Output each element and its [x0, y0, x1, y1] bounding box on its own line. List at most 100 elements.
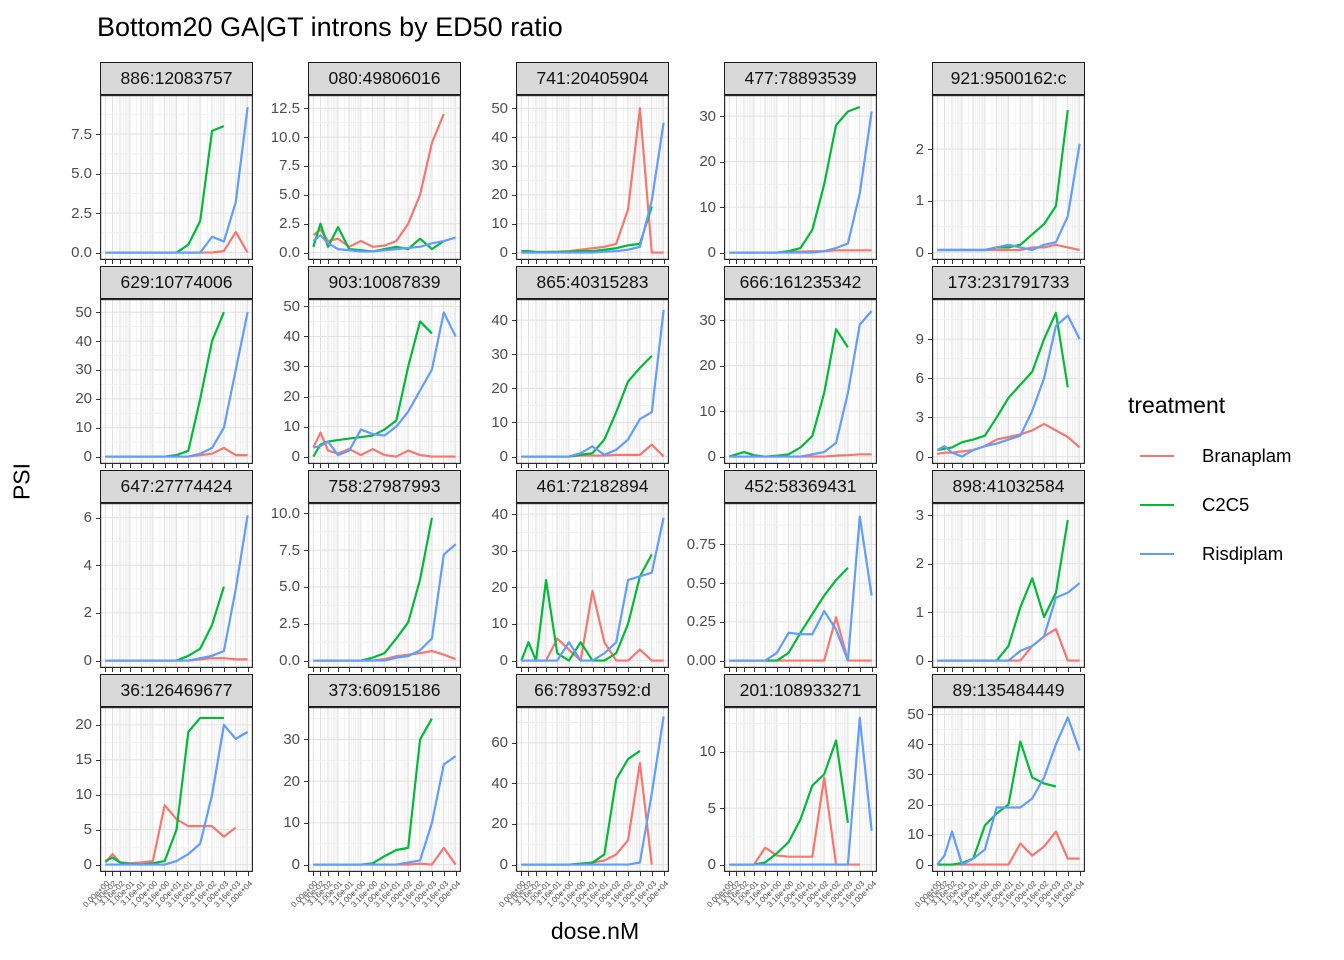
x-tick-mark: [557, 668, 559, 672]
facet-panel: [100, 95, 253, 260]
x-tick-mark: [639, 872, 641, 876]
x-tick-mark: [1032, 260, 1034, 264]
y-tick-label: 10: [699, 198, 716, 216]
y-tick-mark: [512, 422, 516, 424]
x-tick-mark: [812, 260, 814, 264]
legend-entry: Risdiplam: [1128, 543, 1338, 565]
x-tick-mark: [836, 260, 838, 264]
y-tick-label: 10: [75, 786, 92, 804]
y-tick-mark: [96, 427, 100, 429]
x-tick-mark: [729, 464, 731, 468]
y-tick-mark: [720, 583, 724, 585]
x-tick-mark: [604, 668, 606, 672]
y-tick-label: 15: [75, 751, 92, 769]
series-line-Risdiplam: [312, 234, 456, 253]
x-tick-mark: [962, 872, 964, 876]
x-tick-mark: [859, 872, 861, 876]
x-tick-mark: [164, 464, 166, 468]
series-line-C2C5: [520, 553, 653, 662]
facet-strip-label: 898:41032584: [952, 476, 1065, 496]
x-tick-mark: [1044, 872, 1046, 876]
y-tick-mark: [512, 823, 516, 825]
x-tick-mark: [639, 668, 641, 672]
facet-strip-label: 666:161235342: [739, 272, 862, 292]
series-line-Branaplam: [312, 431, 456, 458]
y-tick-mark: [928, 612, 932, 614]
x-tick-mark: [592, 260, 594, 264]
y-tick-label: 0: [915, 244, 924, 262]
x-tick-mark: [788, 464, 790, 468]
x-tick-mark: [557, 260, 559, 264]
x-tick-mark: [765, 872, 767, 876]
x-tick-mark: [120, 668, 122, 672]
x-tick-mark: [313, 668, 315, 672]
y-tick-label: 0.75: [686, 535, 716, 553]
x-tick-mark: [408, 260, 410, 264]
x-tick-mark: [1008, 260, 1010, 264]
y-tick-label: 0.0: [279, 244, 300, 262]
y-tick-mark: [96, 864, 100, 866]
legend-entry-label: Risdiplam: [1202, 543, 1284, 564]
x-tick-mark: [247, 260, 249, 264]
y-tick-label: 5.0: [279, 186, 300, 204]
x-tick-mark: [765, 464, 767, 468]
y-tick-label: 2: [83, 604, 92, 622]
x-tick-mark: [729, 668, 731, 672]
x-tick-mark: [528, 260, 530, 264]
y-tick-label: 0: [291, 856, 300, 874]
x-tick-mark: [937, 464, 939, 468]
x-tick-mark: [120, 872, 122, 876]
y-tick-label: 30: [699, 311, 716, 329]
y-tick-mark: [96, 724, 100, 726]
x-tick-mark: [200, 668, 202, 672]
facet-strip-label: 477:78893539: [744, 68, 857, 88]
facet-panel: [516, 503, 669, 668]
facet-strip: 666:161235342: [724, 266, 877, 299]
x-tick-mark: [328, 872, 330, 876]
y-tick-mark: [720, 808, 724, 810]
y-tick-label: 40: [75, 332, 92, 350]
y-tick-label: 10: [491, 215, 508, 233]
x-tick-mark: [408, 464, 410, 468]
y-tick-mark: [304, 223, 308, 225]
x-tick-mark: [604, 464, 606, 468]
y-tick-label: 0: [499, 856, 508, 874]
series-line-Risdiplam: [729, 716, 873, 866]
x-tick-mark: [360, 260, 362, 264]
y-tick-label: 12.5: [270, 99, 300, 117]
x-tick-mark: [1079, 260, 1081, 264]
y-tick-label: 30: [699, 107, 716, 125]
y-tick-mark: [720, 864, 724, 866]
x-tick-mark: [847, 260, 849, 264]
x-tick-mark: [973, 464, 975, 468]
y-tick-label: 50: [907, 705, 924, 723]
facet-strip-label: 903:10087839: [328, 272, 441, 292]
x-tick-mark: [313, 464, 315, 468]
legend-key-line: [1140, 455, 1174, 457]
x-tick-mark: [788, 260, 790, 264]
facet-strip: 36:126469677: [100, 674, 253, 707]
x-tick-mark: [152, 260, 154, 264]
x-tick-mark: [824, 872, 826, 876]
facet-strip: 865:40315283: [516, 266, 669, 299]
x-tick-mark: [546, 464, 548, 468]
y-tick-mark: [928, 456, 932, 458]
x-tick-mark: [420, 872, 422, 876]
facet-strip-label: 921:9500162:c: [950, 68, 1067, 88]
x-tick-mark: [812, 464, 814, 468]
x-tick-mark: [235, 668, 237, 672]
x-tick-mark: [847, 872, 849, 876]
facet-panel: [100, 503, 253, 668]
legend-key-line: [1140, 504, 1174, 506]
y-tick-label: 10: [283, 418, 300, 436]
y-tick-mark: [720, 411, 724, 413]
x-tick-mark: [744, 464, 746, 468]
facet-strip: 477:78893539: [724, 62, 877, 95]
x-tick-mark: [396, 668, 398, 672]
x-tick-mark: [188, 872, 190, 876]
y-tick-label: 20: [75, 716, 92, 734]
x-tick-mark: [443, 872, 445, 876]
facet-panel: [308, 503, 461, 668]
x-tick-mark: [455, 668, 457, 672]
series-line-Risdiplam: [936, 314, 1081, 458]
